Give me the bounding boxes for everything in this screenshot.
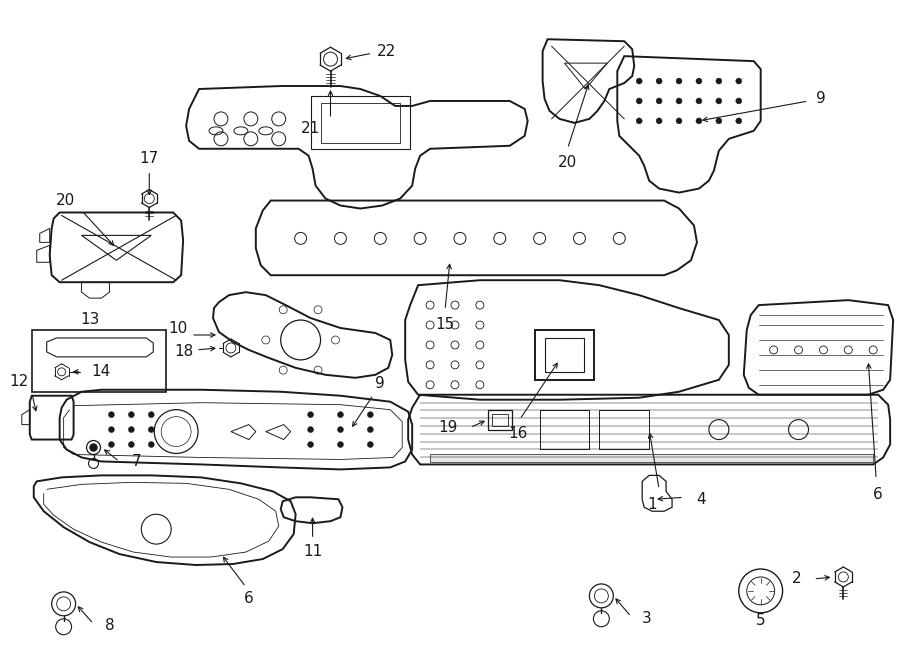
Circle shape — [129, 412, 134, 418]
Circle shape — [656, 78, 662, 84]
Circle shape — [656, 118, 662, 124]
Text: 21: 21 — [301, 122, 320, 136]
Text: 19: 19 — [438, 420, 458, 435]
Text: 8: 8 — [105, 618, 115, 633]
Text: 17: 17 — [140, 151, 159, 166]
Circle shape — [129, 426, 134, 432]
Text: 13: 13 — [80, 312, 99, 327]
Circle shape — [129, 442, 134, 447]
Circle shape — [338, 412, 344, 418]
Text: 5: 5 — [756, 613, 766, 628]
Text: 9: 9 — [815, 91, 825, 106]
Text: 16: 16 — [508, 426, 527, 441]
Circle shape — [148, 412, 154, 418]
Text: 6: 6 — [873, 486, 883, 502]
Text: 10: 10 — [168, 321, 188, 336]
Circle shape — [308, 412, 313, 418]
Circle shape — [656, 98, 662, 104]
Circle shape — [367, 442, 374, 447]
Text: 2: 2 — [792, 572, 802, 586]
Circle shape — [636, 78, 643, 84]
Text: 7: 7 — [131, 454, 141, 469]
Polygon shape — [430, 455, 873, 463]
Text: 15: 15 — [436, 317, 454, 332]
Text: 20: 20 — [56, 193, 76, 208]
Text: 14: 14 — [92, 364, 111, 379]
Circle shape — [636, 118, 643, 124]
Text: 1: 1 — [647, 497, 657, 512]
Circle shape — [148, 442, 154, 447]
Circle shape — [736, 78, 742, 84]
Circle shape — [108, 412, 114, 418]
Circle shape — [636, 98, 643, 104]
Circle shape — [308, 426, 313, 432]
Circle shape — [338, 426, 344, 432]
Text: 4: 4 — [696, 492, 706, 507]
Circle shape — [676, 98, 682, 104]
Circle shape — [736, 98, 742, 104]
Circle shape — [736, 118, 742, 124]
Circle shape — [696, 98, 702, 104]
Circle shape — [716, 118, 722, 124]
Circle shape — [676, 78, 682, 84]
Circle shape — [148, 426, 154, 432]
Circle shape — [308, 442, 313, 447]
Text: 18: 18 — [175, 344, 194, 360]
Text: 6: 6 — [244, 592, 254, 606]
Circle shape — [696, 78, 702, 84]
Text: 20: 20 — [558, 155, 577, 171]
Circle shape — [367, 426, 374, 432]
Circle shape — [716, 98, 722, 104]
Text: 22: 22 — [376, 44, 396, 59]
Circle shape — [338, 442, 344, 447]
Circle shape — [676, 118, 682, 124]
Text: 3: 3 — [643, 611, 652, 626]
Circle shape — [696, 118, 702, 124]
Circle shape — [108, 442, 114, 447]
Circle shape — [108, 426, 114, 432]
Circle shape — [367, 412, 374, 418]
Text: 9: 9 — [375, 376, 385, 391]
Text: 11: 11 — [303, 543, 322, 559]
Text: 12: 12 — [9, 374, 29, 389]
Circle shape — [716, 78, 722, 84]
Circle shape — [89, 444, 97, 451]
